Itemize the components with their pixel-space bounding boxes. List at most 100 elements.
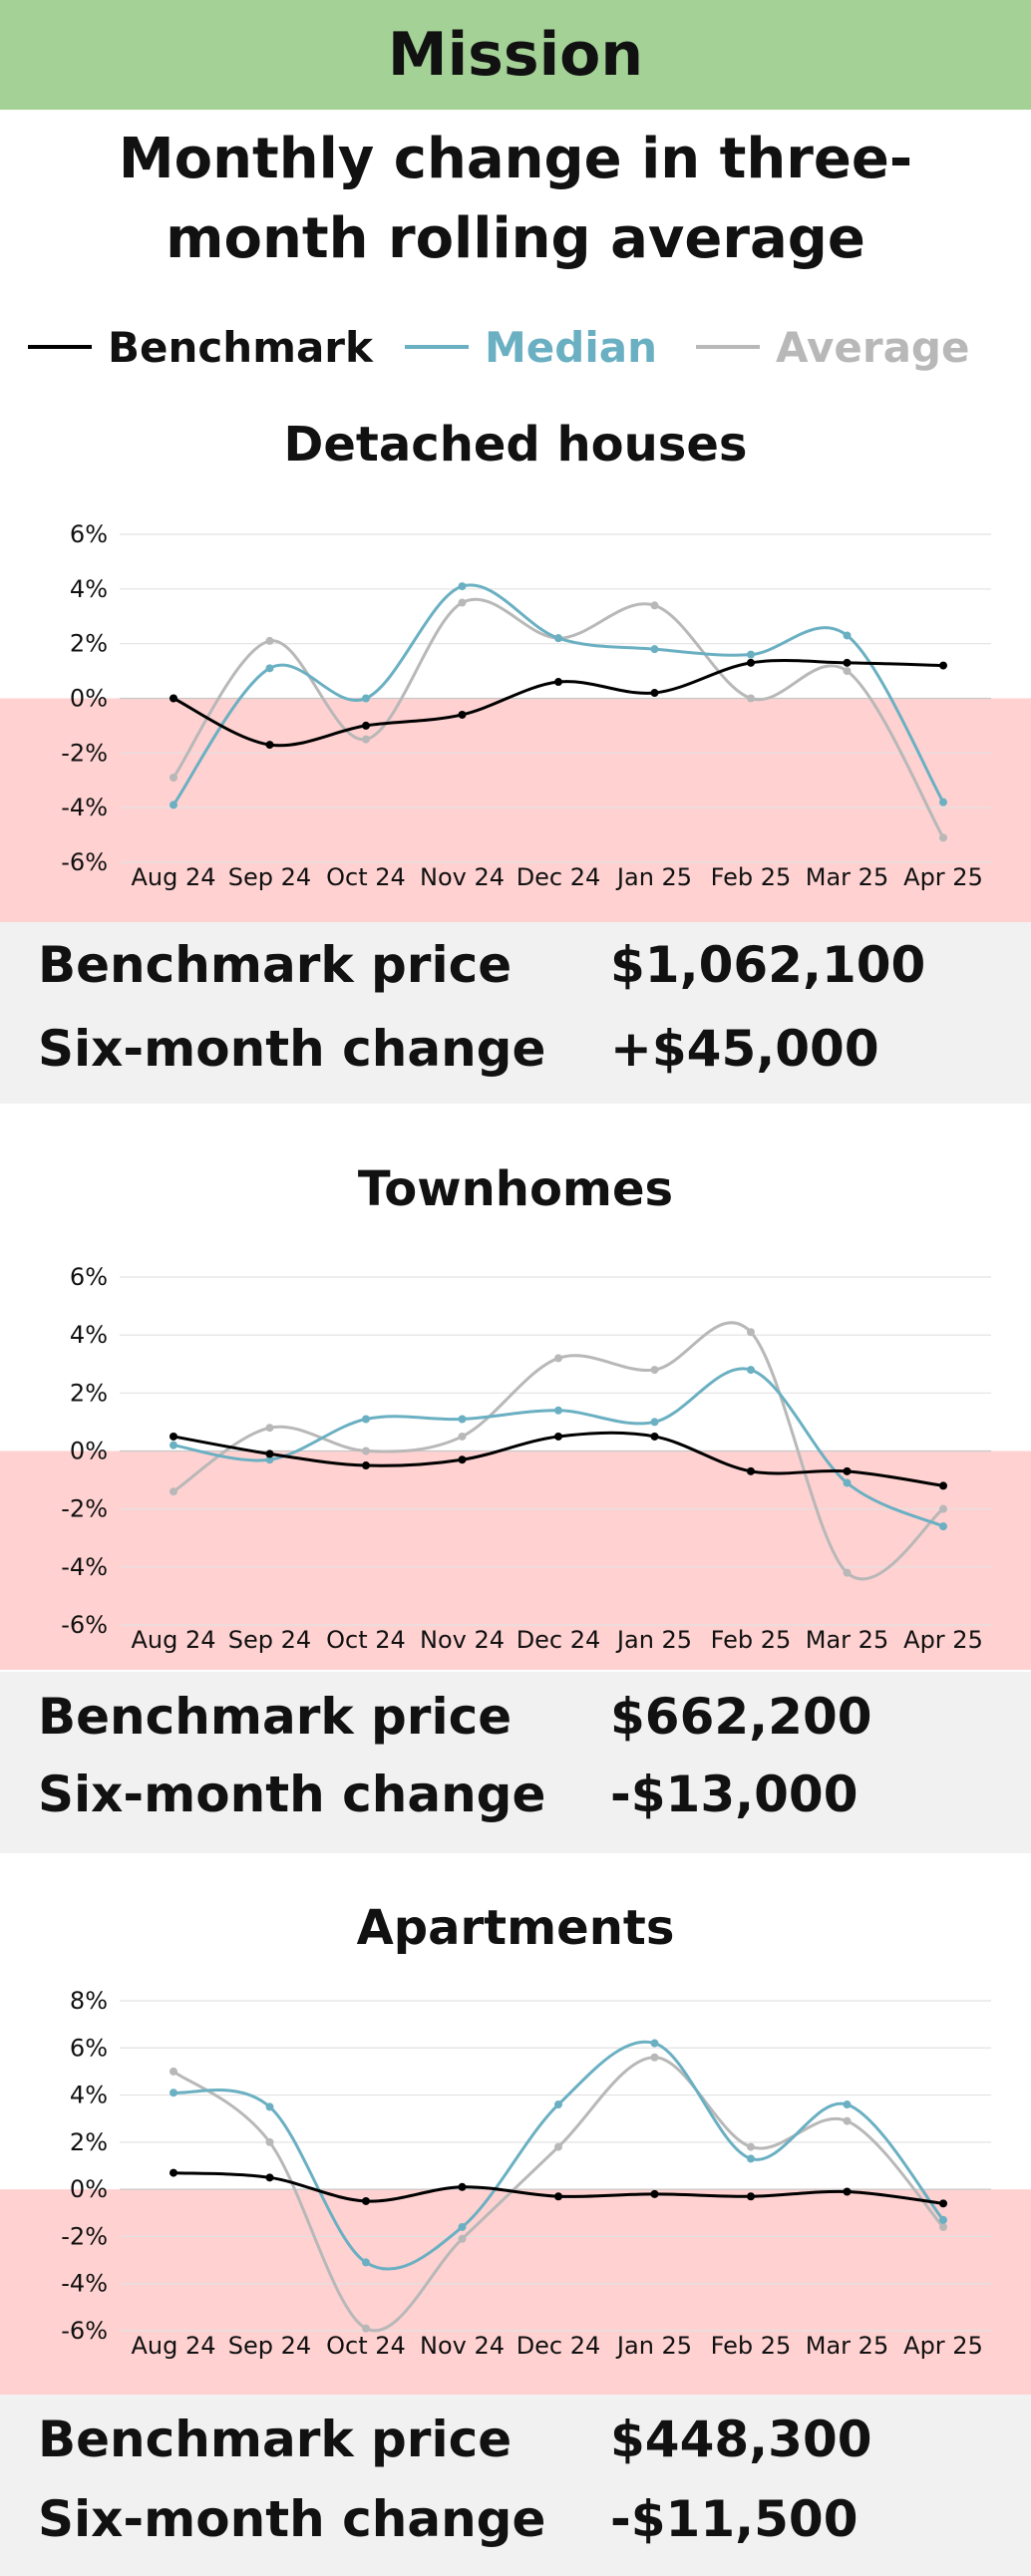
x-tick-label: Feb 25 [711,863,792,891]
y-tick-label: -6% [61,1611,108,1639]
page-title: Mission [387,20,644,90]
data-point-median [843,631,852,640]
chart-townhomes: 6% 4% 2% 0% -2% -4% -6% Aug 24 Sep 24 Oct 24 Nov 2… [0,1263,1031,1670]
data-point-average [747,694,755,703]
x-tick-label: Jan 25 [615,863,692,891]
data-point-median [650,645,659,654]
data-point-benchmark [843,2187,852,2196]
x-tick-label: Aug 24 [131,1626,215,1654]
data-point-benchmark [265,741,274,750]
data-point-benchmark [650,1432,659,1441]
data-point-benchmark [939,661,947,670]
data-point-benchmark [265,2173,274,2182]
data-point-benchmark [843,1466,852,1475]
x-tick-label: Sep 24 [228,2332,311,2360]
series-line-average [172,1321,944,1581]
info-panel-townhomes: Benchmark price $662,200 Six-month chang… [0,1672,1031,1853]
data-point-average [554,2142,562,2151]
data-point-median [362,694,370,703]
y-tick-label: 2% [70,630,108,658]
data-point-median [747,1366,755,1375]
x-tick-label: Dec 24 [516,1626,601,1654]
y-tick-label: 0% [70,685,108,713]
data-point-benchmark [170,2168,177,2177]
negative-zone [0,698,1031,922]
data-point-benchmark [362,1461,370,1470]
y-tick-label: -4% [61,2270,108,2298]
y-tick-label: 4% [70,1321,108,1349]
data-point-average [265,636,274,645]
y-tick-label: 8% [70,1987,108,2015]
x-tick-label: Apr 25 [903,863,983,891]
data-point-average [939,2222,947,2231]
x-tick-label: Apr 25 [903,2332,983,2360]
data-point-average [362,2324,370,2333]
x-tick-label: Nov 24 [420,2332,505,2360]
data-point-average [265,1424,274,1433]
legend-swatch-median [405,345,469,349]
data-point-median [843,2100,852,2109]
y-tick-label: -2% [61,739,108,767]
y-tick-label: -6% [61,2317,108,2345]
legend-item-average: Average [696,317,969,377]
y-tick-label: 0% [70,1438,108,1465]
data-point-median [458,582,467,591]
data-point-benchmark [554,2192,562,2201]
data-point-average [843,1568,852,1577]
data-point-average [650,1366,659,1375]
x-tick-label: Oct 24 [326,2332,406,2360]
x-tick-label: Oct 24 [326,863,406,891]
x-tick-label: Mar 25 [806,2332,888,2360]
section-title-apartments: Apartments [356,1900,675,1956]
data-point-median [554,634,562,643]
data-point-average [170,2067,177,2076]
y-tick-label: 6% [70,1263,108,1291]
data-point-median [843,1478,852,1487]
data-point-benchmark [650,2189,659,2198]
legend: Benchmark Median Average [0,317,1031,377]
data-point-median [747,2154,755,2163]
six-month-change-label: Six-month change [38,1766,546,1823]
x-tick-label: Sep 24 [228,863,311,891]
y-tick-label: 6% [70,2034,108,2062]
data-point-benchmark [747,1466,755,1475]
data-point-median [650,2039,659,2048]
y-tick-label: 4% [70,2082,108,2109]
data-point-median [939,1522,947,1531]
benchmark-price-label: Benchmark price [38,1688,513,1746]
data-point-average [939,833,947,842]
data-point-median [170,801,177,809]
data-point-benchmark [458,1455,467,1464]
negative-zone [0,1450,1031,1670]
x-tick-label: Mar 25 [806,1626,888,1654]
y-tick-label: -2% [61,2222,108,2250]
y-tick-label: 0% [70,2175,108,2203]
x-tick-label: Dec 24 [516,863,601,891]
benchmark-price-value: $1,062,100 [610,936,926,994]
data-point-median [650,1418,659,1427]
benchmark-price-label: Benchmark price [38,2411,513,2468]
negative-zone [0,2189,1031,2395]
x-tick-label: Apr 25 [903,1626,983,1654]
data-point-benchmark [265,1449,274,1458]
six-month-change-value: -$13,000 [610,1766,859,1823]
x-tick-label: Sep 24 [228,1626,311,1654]
data-point-median [939,2215,947,2224]
chart-detached-houses: 6% 4% 2% 0% -2% -4% -6% Aug 24 Sep 24 Oct 24 Nov 2… [0,520,1031,922]
data-point-average [554,1354,562,1363]
data-point-median [458,1415,467,1424]
data-point-average [362,1447,370,1455]
data-point-benchmark [747,658,755,667]
six-month-change-value: +$45,000 [610,1020,879,1078]
data-point-median [170,2089,177,2097]
x-tick-label: Aug 24 [131,863,215,891]
y-tick-label: -4% [61,794,108,821]
data-point-average [458,1432,467,1441]
legend-item-benchmark: Benchmark [28,317,373,377]
data-point-benchmark [170,1432,177,1441]
y-tick-label: 2% [70,1379,108,1407]
y-tick-label: -6% [61,848,108,876]
series-line-median [172,1367,944,1528]
legend-swatch-average [696,345,760,349]
x-tick-label: Oct 24 [326,1626,406,1654]
